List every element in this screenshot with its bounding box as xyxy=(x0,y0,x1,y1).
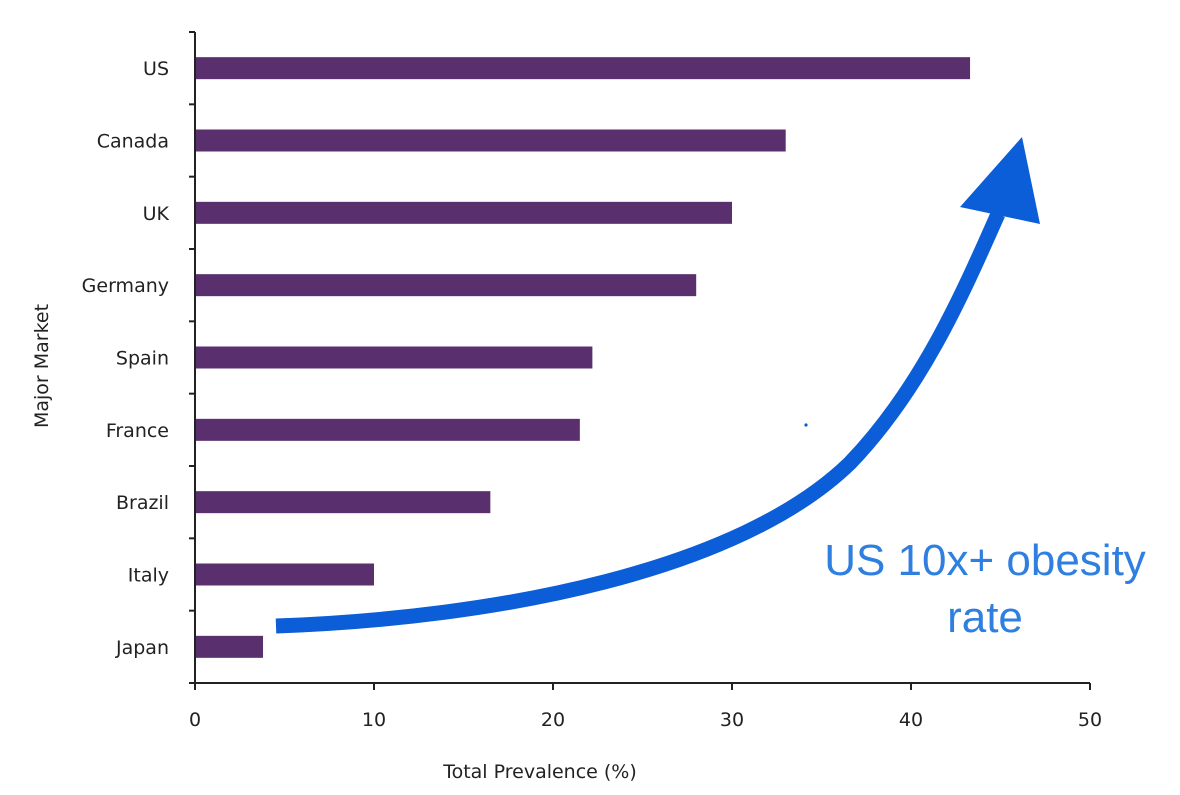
x-tick-label-10: 10 xyxy=(362,709,386,731)
annotation-dot xyxy=(804,423,808,427)
annotation-text-line-1: US 10x+ obesity xyxy=(824,536,1146,585)
bar-canada xyxy=(195,129,786,152)
y-tick-label-us: US xyxy=(143,58,169,80)
y-tick-label-uk: UK xyxy=(143,203,170,225)
bar-japan xyxy=(195,635,264,658)
bar-italy xyxy=(195,563,374,586)
y-tick-label-italy: Italy xyxy=(128,565,169,587)
y-tick-label-france: France xyxy=(106,420,169,442)
bar-us xyxy=(195,57,971,80)
axis-layer xyxy=(189,31,1091,690)
x-tick-label-50: 50 xyxy=(1078,709,1102,731)
annotation-text-line-2: rate xyxy=(947,593,1023,642)
annotation-arrowhead xyxy=(960,137,1040,224)
bar-france xyxy=(195,418,580,441)
y-tick-label-canada: Canada xyxy=(97,131,169,153)
y-axis-title: Major Market xyxy=(31,304,53,428)
annotation-arrow xyxy=(275,210,1005,634)
bar-spain xyxy=(195,346,593,369)
y-tick-label-japan: Japan xyxy=(115,637,169,659)
y-tick-label-germany: Germany xyxy=(82,275,169,297)
x-tick-label-0: 0 xyxy=(189,709,201,731)
x-tick-label-30: 30 xyxy=(720,709,744,731)
bar-germany xyxy=(195,274,697,297)
bar-brazil xyxy=(195,491,491,514)
x-tick-label-40: 40 xyxy=(899,709,923,731)
x-tick-label-20: 20 xyxy=(541,709,565,731)
y-tick-label-brazil: Brazil xyxy=(116,492,169,514)
x-axis-title: Total Prevalence (%) xyxy=(442,761,637,783)
y-tick-label-spain: Spain xyxy=(116,348,169,370)
bars-layer xyxy=(195,57,971,658)
bar-uk xyxy=(195,201,732,224)
labels-layer: US Canada UK Germany Spain France Brazil Italy J… xyxy=(82,58,1102,731)
